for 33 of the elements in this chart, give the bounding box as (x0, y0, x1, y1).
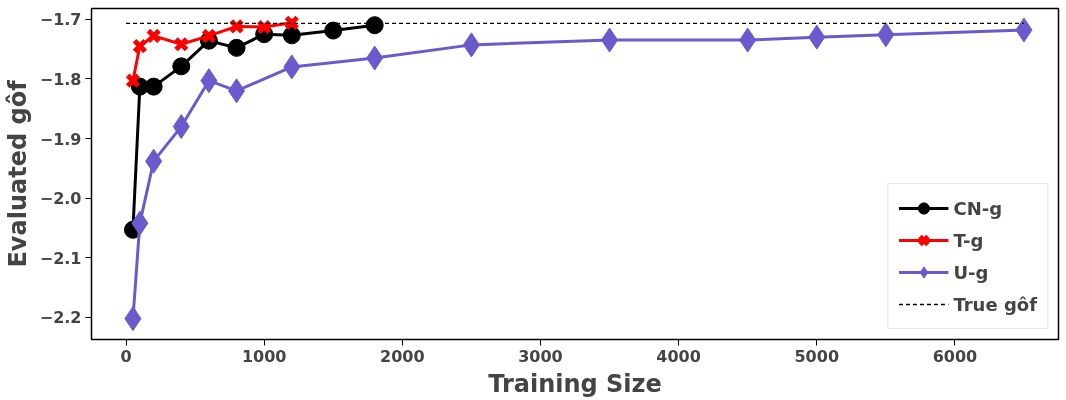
y-tick-label: −1.8 (39, 69, 82, 89)
point (256, 19, 272, 35)
point (172, 57, 191, 76)
y-axis-title: Evaluated gôf (3, 79, 32, 268)
point (228, 18, 245, 35)
x-tick-label: 0 (120, 346, 132, 366)
x-tick-label: 6000 (932, 346, 978, 366)
x-tick-label: 4000 (656, 346, 701, 366)
point (324, 21, 343, 40)
point (282, 26, 301, 45)
y-tick-label: −1.7 (39, 10, 82, 30)
legend-label: U-g (953, 261, 989, 283)
point (173, 36, 190, 53)
x-tick-label: 3000 (518, 346, 563, 366)
point (227, 38, 246, 57)
x-tick-label: 2000 (380, 346, 425, 366)
y-tick-label: −2.0 (39, 189, 82, 209)
y-tick-label: −2.1 (39, 248, 82, 268)
y-tick-label: −1.9 (39, 129, 82, 149)
y-tick-label: −2.2 (39, 308, 82, 328)
point (144, 77, 163, 96)
x-tick-label: 5000 (794, 346, 840, 366)
legend-label: True gôf (953, 293, 1037, 315)
legend-label: T-g (953, 229, 984, 251)
x-tick-label: 1000 (241, 346, 287, 366)
point (284, 15, 300, 31)
legend-label: CN-g (953, 197, 1003, 219)
point (132, 38, 148, 54)
point (365, 16, 384, 35)
point (145, 28, 162, 44)
x-axis-title: Training Size (488, 369, 662, 398)
point (125, 72, 141, 89)
point (201, 28, 217, 44)
